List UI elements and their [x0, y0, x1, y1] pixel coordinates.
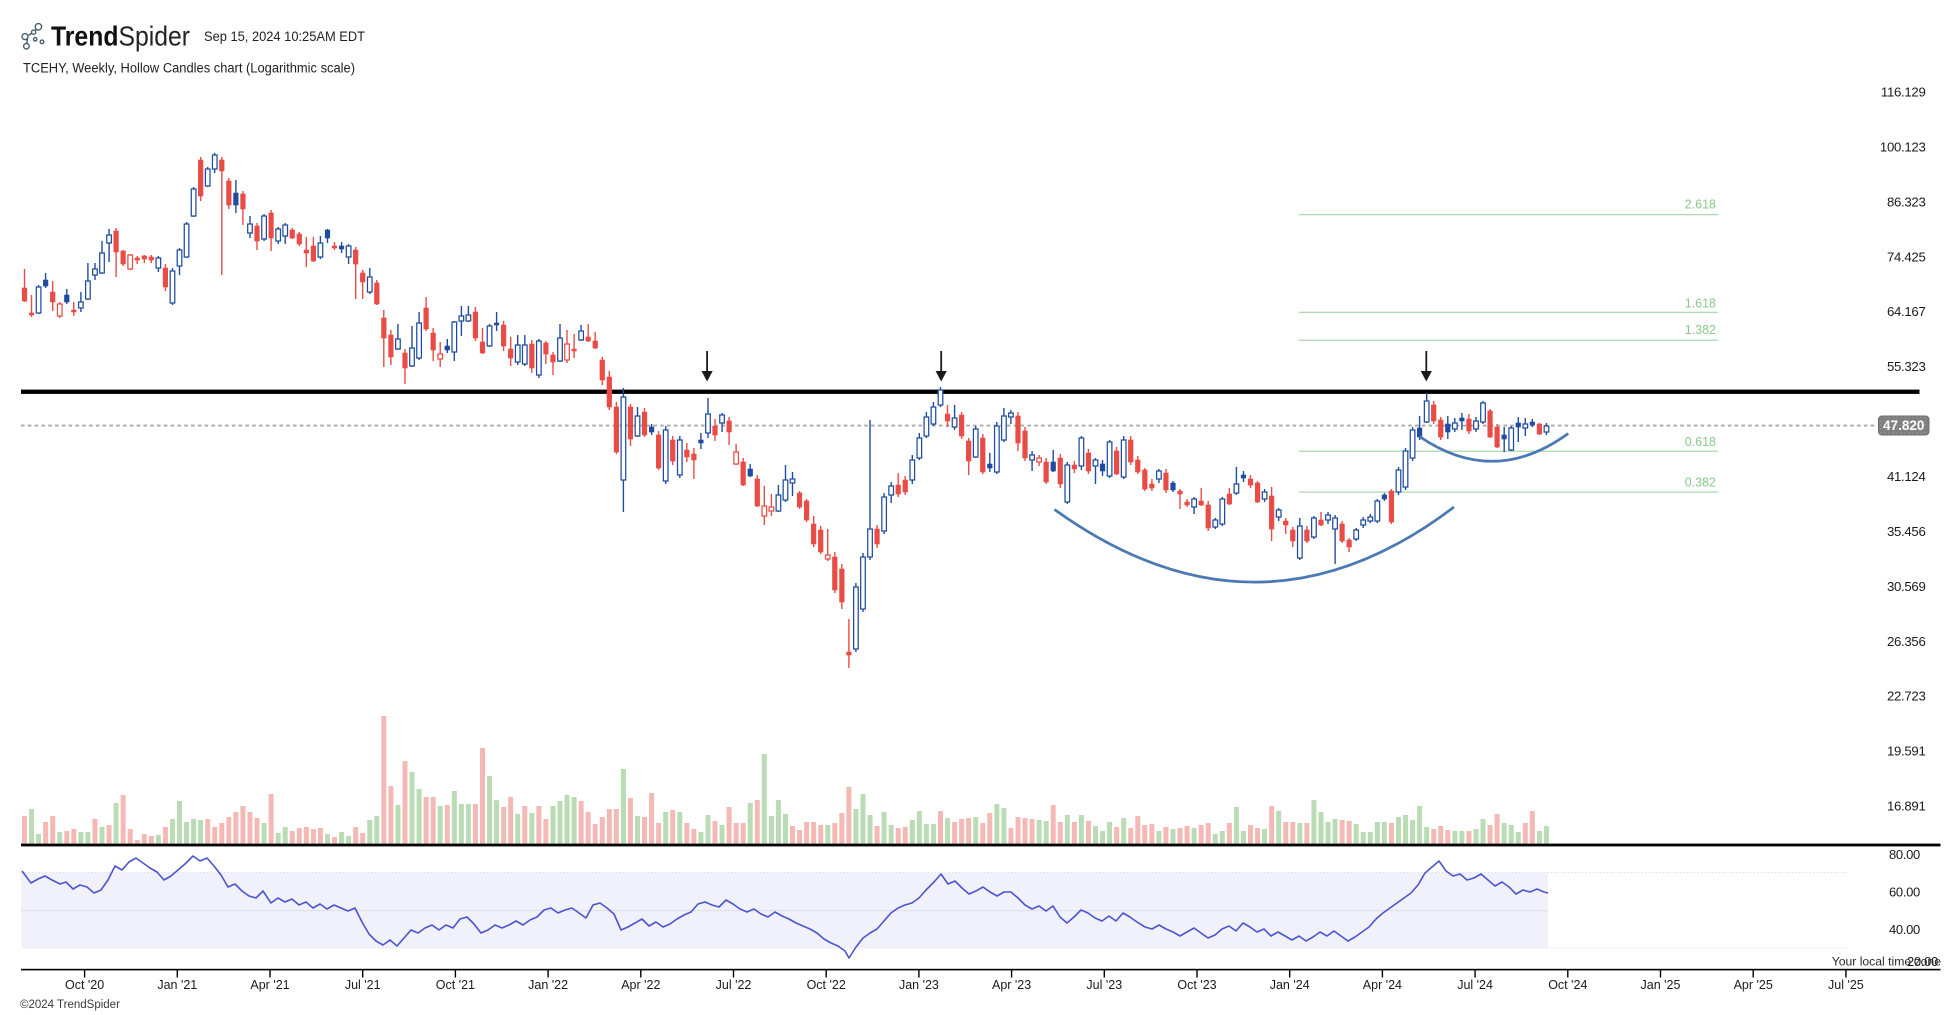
- svg-text:Jul '25: Jul '25: [1828, 978, 1864, 992]
- svg-text:TCEHY, Weekly, Hollow Candles: TCEHY, Weekly, Hollow Candles chart (Log…: [23, 61, 355, 76]
- svg-text:Apr '21: Apr '21: [250, 978, 289, 992]
- svg-text:1.382: 1.382: [1685, 323, 1716, 337]
- svg-text:116.129: 116.129: [1881, 85, 1926, 100]
- svg-text:Spider: Spider: [119, 21, 191, 52]
- svg-text:Oct '22: Oct '22: [807, 978, 846, 992]
- svg-text:1.618: 1.618: [1685, 296, 1716, 310]
- svg-text:60.00: 60.00: [1889, 885, 1920, 900]
- svg-text:©2024 TrendSpider: ©2024 TrendSpider: [20, 999, 120, 1011]
- svg-text:Oct '23: Oct '23: [1177, 978, 1216, 992]
- svg-text:80.00: 80.00: [1889, 847, 1920, 862]
- svg-text:Apr '24: Apr '24: [1363, 978, 1402, 992]
- svg-text:0.618: 0.618: [1685, 435, 1716, 449]
- svg-text:Jul '24: Jul '24: [1457, 978, 1493, 992]
- svg-text:Your local time zone: Your local time zone: [1832, 955, 1942, 969]
- svg-text:Apr '25: Apr '25: [1734, 978, 1773, 992]
- svg-text:74.425: 74.425: [1887, 249, 1926, 264]
- svg-text:Trend: Trend: [51, 21, 119, 52]
- svg-text:Jul '21: Jul '21: [345, 978, 381, 992]
- svg-text:35.456: 35.456: [1887, 524, 1926, 539]
- svg-text:2.618: 2.618: [1685, 197, 1716, 211]
- svg-text:Oct '24: Oct '24: [1548, 978, 1587, 992]
- svg-text:Apr '23: Apr '23: [992, 978, 1031, 992]
- svg-text:Apr '22: Apr '22: [621, 978, 660, 992]
- svg-text:Jan '25: Jan '25: [1641, 978, 1681, 992]
- svg-text:55.323: 55.323: [1887, 359, 1926, 374]
- svg-text:22.723: 22.723: [1887, 689, 1926, 704]
- svg-text:Oct '20: Oct '20: [65, 978, 104, 992]
- svg-text:40.00: 40.00: [1889, 922, 1920, 937]
- svg-text:Sep 15, 2024 10:25AM EDT: Sep 15, 2024 10:25AM EDT: [204, 29, 365, 44]
- svg-text:30.569: 30.569: [1887, 579, 1926, 594]
- svg-text:26.356: 26.356: [1887, 634, 1926, 649]
- svg-text:Jan '22: Jan '22: [528, 978, 568, 992]
- svg-text:16.891: 16.891: [1887, 799, 1926, 814]
- svg-text:41.124: 41.124: [1887, 469, 1926, 484]
- svg-text:19.591: 19.591: [1887, 744, 1926, 759]
- svg-text:Jan '24: Jan '24: [1270, 978, 1310, 992]
- svg-text:47.820: 47.820: [1883, 418, 1924, 433]
- svg-text:64.167: 64.167: [1887, 304, 1926, 319]
- svg-text:Oct '21: Oct '21: [436, 978, 475, 992]
- svg-text:Jul '23: Jul '23: [1086, 978, 1122, 992]
- svg-text:20.00: 20.00: [1907, 954, 1938, 969]
- svg-text:86.323: 86.323: [1887, 194, 1926, 209]
- svg-text:Jul '22: Jul '22: [716, 978, 752, 992]
- svg-text:100.123: 100.123: [1880, 139, 1926, 154]
- svg-text:Jan '21: Jan '21: [157, 978, 197, 992]
- svg-text:Jan '23: Jan '23: [899, 978, 939, 992]
- svg-text:0.382: 0.382: [1685, 476, 1716, 490]
